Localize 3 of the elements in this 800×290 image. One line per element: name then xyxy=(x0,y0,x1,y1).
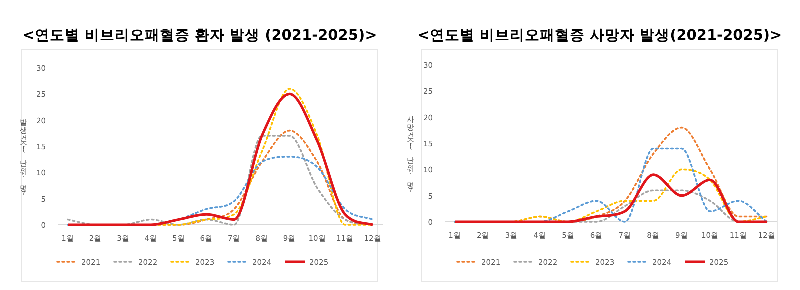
chart-title: <연도별 비브리오패혈증 환자 발생 (2021-2025)> xyxy=(22,28,378,44)
chart-title: <연도별 비브리오패혈증 사망자 발생(2021-2025)> xyxy=(418,28,782,44)
line-series xyxy=(66,92,374,226)
